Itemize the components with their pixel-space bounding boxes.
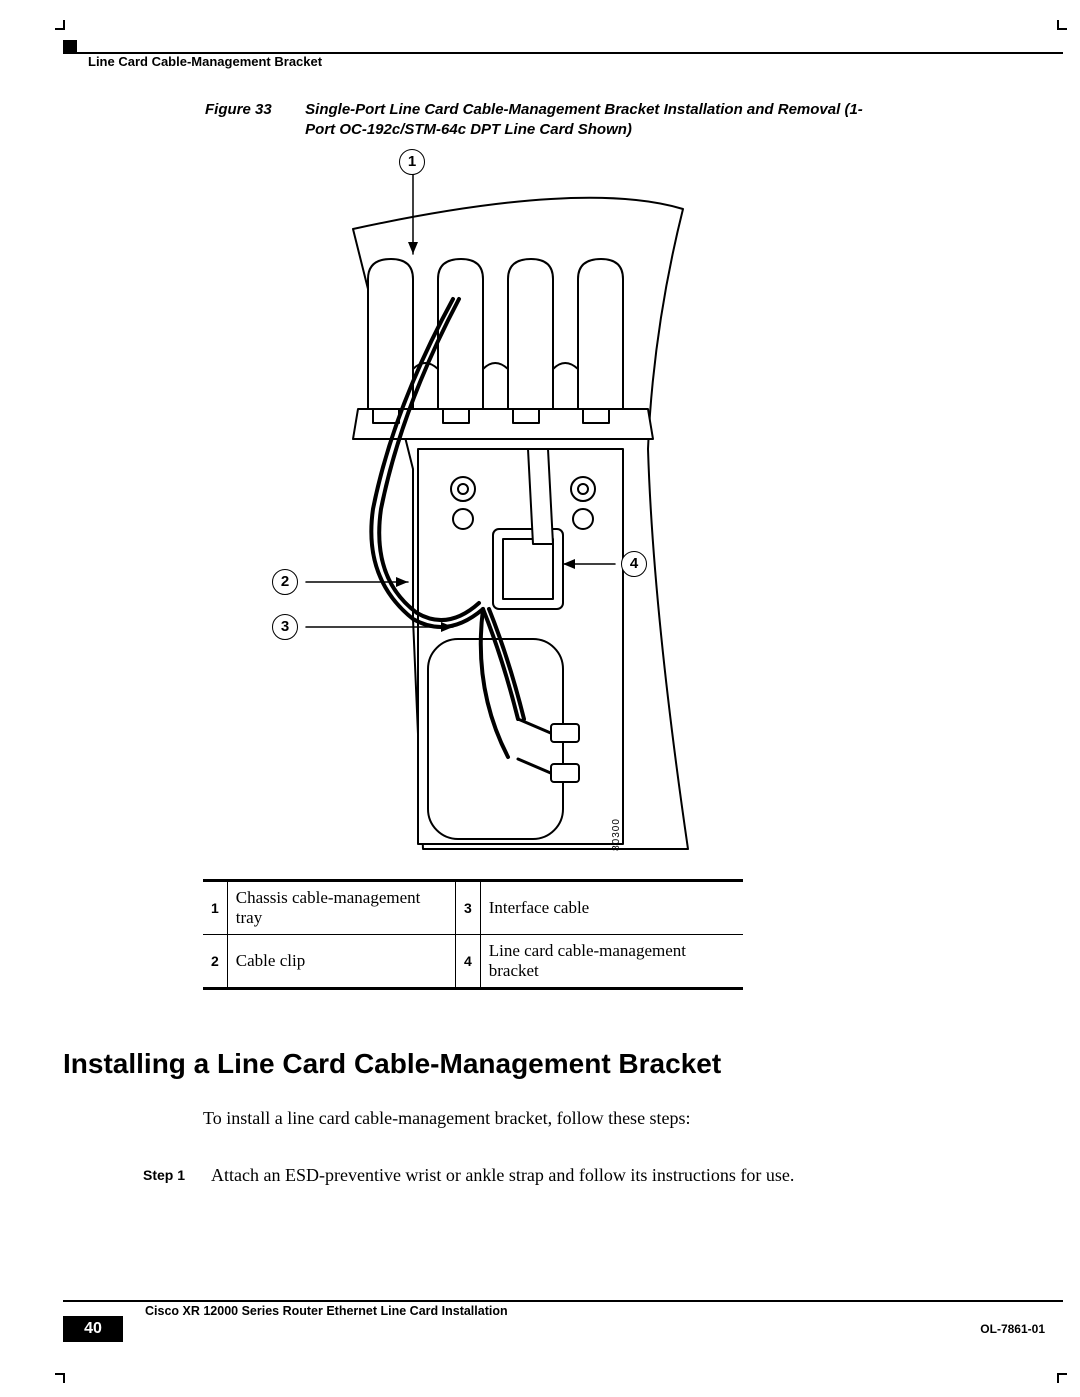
- legend-text: Interface cable: [480, 881, 743, 935]
- callout-2: 2: [272, 569, 298, 595]
- running-header: Line Card Cable-Management Bracket: [0, 30, 1080, 60]
- figure-caption: Figure 33 Single-Port Line Card Cable-Ma…: [205, 100, 943, 139]
- callout-4: 4: [621, 551, 647, 577]
- section-heading: Installing a Line Card Cable-Management …: [63, 1048, 1063, 1080]
- content-area: Figure 33 Single-Port Line Card Cable-Ma…: [63, 100, 1063, 1287]
- legend-num: 2: [203, 935, 227, 989]
- legend-text: Line card cable-management bracket: [480, 935, 743, 989]
- step-text: Attach an ESD-preventive wrist or ankle …: [211, 1165, 794, 1186]
- running-footer: Cisco XR 12000 Series Router Ethernet Li…: [63, 1300, 1063, 1342]
- figure-diagram-wrap: 1 2 3 4 80300: [63, 149, 1063, 879]
- crop-mark: [55, 20, 65, 30]
- legend-num: 1: [203, 881, 227, 935]
- crop-mark: [1057, 20, 1067, 30]
- table-row: 2 Cable clip 4 Line card cable-managemen…: [203, 935, 743, 989]
- legend-num: 3: [455, 881, 480, 935]
- table-row: 1 Chassis cable-management tray 3 Interf…: [203, 881, 743, 935]
- legend-text: Chassis cable-management tray: [227, 881, 455, 935]
- figure-diagram: [253, 149, 813, 879]
- legend-text: Cable clip: [227, 935, 455, 989]
- figure-art-id: 80300: [611, 818, 622, 851]
- intro-paragraph: To install a line card cable-management …: [203, 1108, 1063, 1129]
- callout-1: 1: [399, 149, 425, 175]
- figure-label: Figure 33: [205, 100, 301, 120]
- legend-num: 4: [455, 935, 480, 989]
- footer-doc-id: OL-7861-01: [980, 1322, 1045, 1336]
- step-label: Step 1: [143, 1165, 193, 1186]
- figure-title: Single-Port Line Card Cable-Management B…: [305, 100, 865, 139]
- page-number-badge: 40: [63, 1316, 123, 1342]
- step-row: Step 1 Attach an ESD-preventive wrist or…: [143, 1165, 1063, 1186]
- header-section-title: Line Card Cable-Management Bracket: [88, 54, 322, 69]
- callout-3: 3: [272, 614, 298, 640]
- footer-doc-title: Cisco XR 12000 Series Router Ethernet Li…: [145, 1304, 508, 1318]
- figure-legend-table: 1 Chassis cable-management tray 3 Interf…: [203, 879, 743, 990]
- footer-rule: [63, 1300, 1063, 1302]
- page-frame: Line Card Cable-Management Bracket Figur…: [0, 30, 1080, 1377]
